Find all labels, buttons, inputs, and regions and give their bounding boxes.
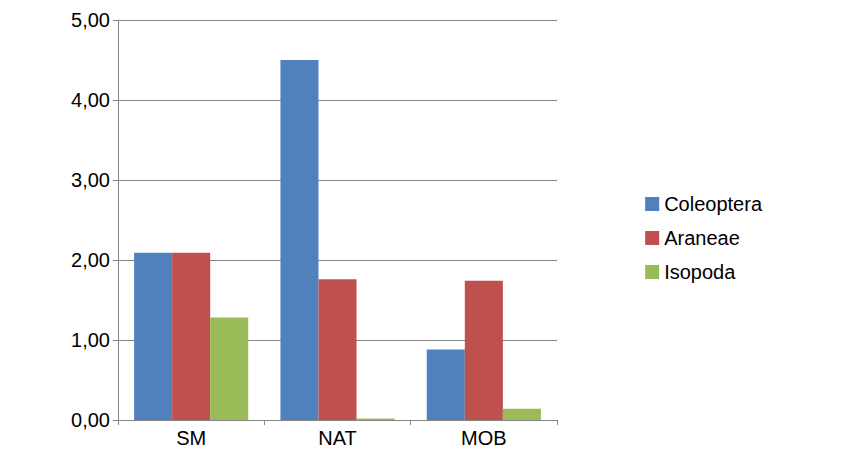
svg-text:2,00: 2,00 (71, 249, 110, 271)
svg-text:Coleoptera: Coleoptera (664, 193, 763, 215)
svg-text:NAT: NAT (318, 427, 357, 449)
svg-text:5,00: 5,00 (71, 9, 110, 31)
svg-text:3,00: 3,00 (71, 169, 110, 191)
svg-text:SM: SM (176, 427, 206, 449)
svg-text:4,00: 4,00 (71, 89, 110, 111)
svg-text:Araneae: Araneae (664, 227, 740, 249)
svg-text:0,00: 0,00 (71, 409, 110, 431)
svg-text:1,00: 1,00 (71, 329, 110, 351)
svg-text:Isopoda: Isopoda (664, 261, 736, 283)
svg-text:MOB: MOB (461, 427, 507, 449)
